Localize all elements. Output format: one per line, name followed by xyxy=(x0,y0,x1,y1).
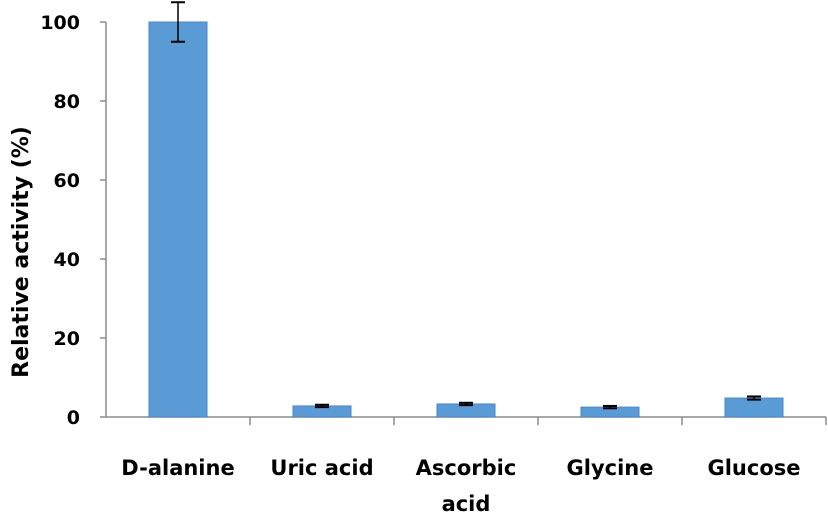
y-tick-label: 60 xyxy=(54,170,80,192)
x-category-label-line: acid xyxy=(442,492,491,516)
y-tick-label: 0 xyxy=(67,407,80,429)
y-axis-title: Relative activity (%) xyxy=(9,126,34,378)
error-bars xyxy=(171,1,761,410)
x-category-label-line: Glycine xyxy=(567,456,654,480)
y-tick-label: 100 xyxy=(40,12,80,34)
x-category-label: Glucose xyxy=(707,456,800,480)
bars xyxy=(148,21,784,418)
x-category-label: Glycine xyxy=(567,456,654,480)
axes xyxy=(105,22,827,425)
y-tick-label: 80 xyxy=(54,91,80,113)
x-category-label-line: D-alanine xyxy=(121,456,234,480)
y-ticks: 0 20 40 60 80 100 xyxy=(40,12,106,429)
x-category-label-line: Uric acid xyxy=(270,456,373,480)
x-category-label-line: Ascorbic xyxy=(416,456,517,480)
y-tick-label: 40 xyxy=(54,249,80,271)
x-category-label: D-alanine xyxy=(121,456,234,480)
x-category-label: Uric acid xyxy=(270,456,373,480)
y-tick-label: 20 xyxy=(54,328,80,350)
y-axis-title-group: Relative activity (%) xyxy=(9,126,34,378)
x-category-label-line: Glucose xyxy=(707,456,800,480)
bar xyxy=(148,21,208,418)
x-category-labels: D-alanine Uric acid Ascorbic acid Glycine Glu… xyxy=(121,456,800,516)
x-category-label: Ascorbic acid xyxy=(416,456,517,516)
bar xyxy=(724,397,784,418)
